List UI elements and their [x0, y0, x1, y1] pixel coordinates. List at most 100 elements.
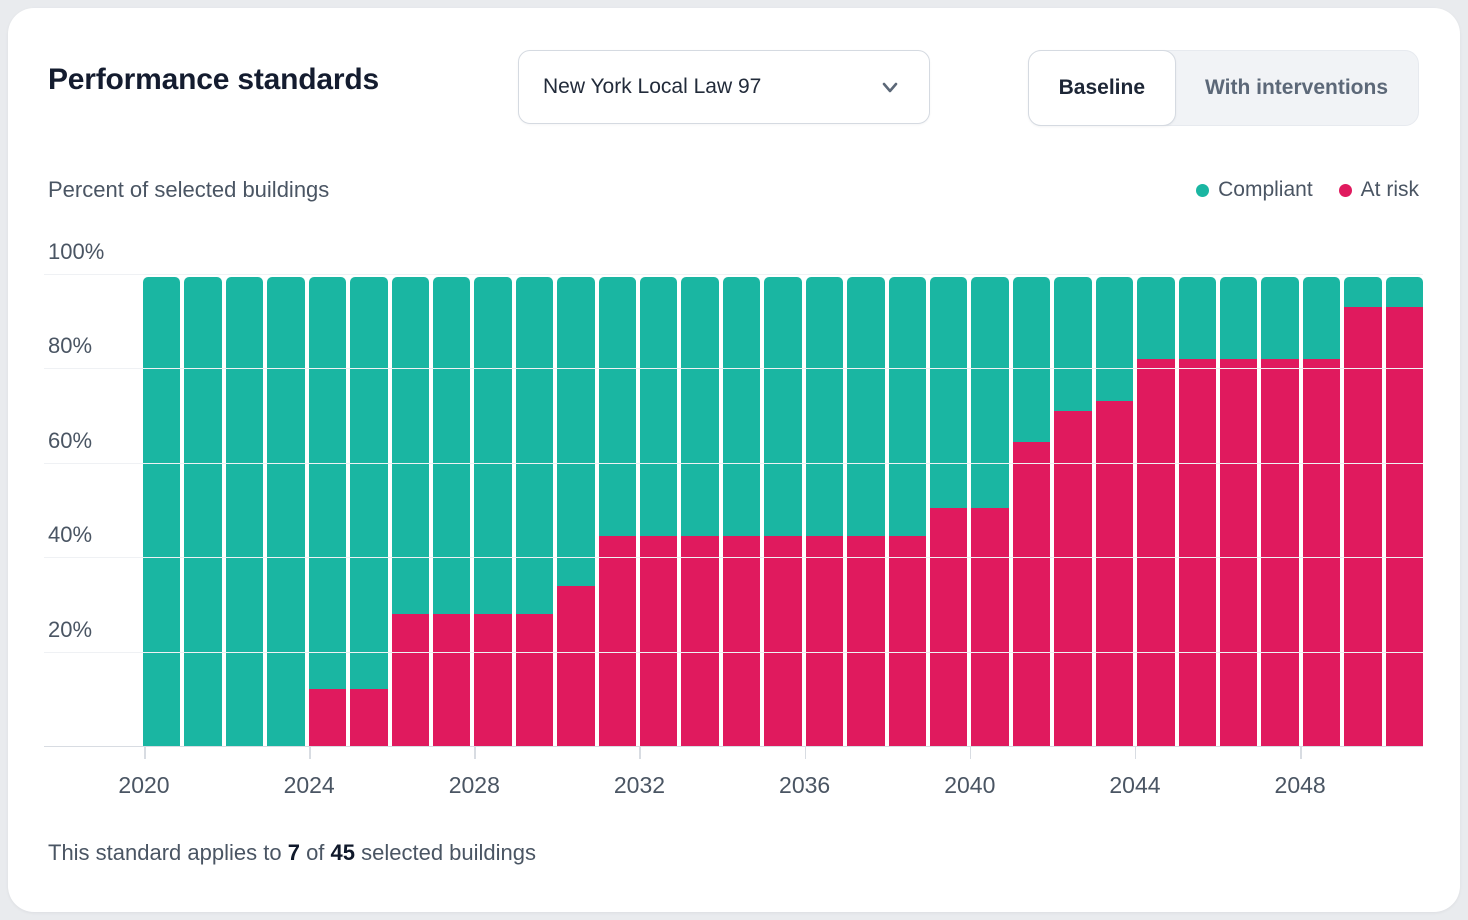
- bar-2042[interactable]: [1054, 276, 1092, 746]
- bar-2049-at-risk-segment: [1344, 307, 1382, 746]
- bar-2043-compliant-segment: [1095, 276, 1134, 402]
- bar-2035[interactable]: [764, 276, 802, 746]
- bar-2044[interactable]: [1137, 276, 1175, 746]
- x-axis-label-2024: 2024: [283, 772, 335, 798]
- bar-2050[interactable]: [1385, 276, 1424, 746]
- x-axis-label-2036: 2036: [779, 772, 831, 798]
- bar-2048-compliant-segment: [1302, 276, 1341, 359]
- y-axis-title: Percent of selected buildings: [48, 177, 330, 202]
- bar-2046-at-risk-segment: [1219, 358, 1258, 746]
- bar-2029-compliant-segment: [515, 276, 554, 614]
- bar-2047[interactable]: [1261, 276, 1299, 746]
- bar-2031[interactable]: [598, 276, 637, 746]
- bar-2040[interactable]: [971, 276, 1009, 746]
- bar-2030-at-risk-segment: [557, 585, 595, 746]
- selected-total: 45: [330, 840, 356, 865]
- y-axis-label-40: 40%: [48, 522, 93, 548]
- bar-2036[interactable]: [805, 276, 844, 746]
- x-axis-tick-2032: [639, 746, 641, 759]
- bar-2045-compliant-segment: [1178, 276, 1216, 359]
- legend-item-compliant: Compliant: [1196, 177, 1313, 203]
- x-axis-label-2044: 2044: [1109, 772, 1161, 798]
- bar-2028-at-risk-segment: [474, 613, 512, 746]
- gridline-80: [44, 368, 1423, 370]
- bar-2027[interactable]: [432, 276, 471, 746]
- bar-2037[interactable]: [847, 276, 885, 746]
- bar-2033[interactable]: [681, 276, 719, 746]
- bar-2020-compliant-segment: [143, 276, 181, 746]
- bar-2048[interactable]: [1302, 276, 1341, 746]
- bar-2029[interactable]: [515, 276, 554, 746]
- bar-2027-compliant-segment: [432, 276, 471, 614]
- bar-2023[interactable]: [267, 276, 305, 746]
- standard-select[interactable]: New York Local Law 97: [518, 50, 930, 124]
- bar-2021[interactable]: [184, 276, 222, 746]
- bar-2039-compliant-segment: [930, 276, 968, 508]
- bar-2029-at-risk-segment: [515, 613, 554, 746]
- chevron-down-icon: [877, 74, 903, 100]
- x-axis-tick-2024: [309, 746, 311, 759]
- bar-2046[interactable]: [1219, 276, 1258, 746]
- bar-2041-at-risk-segment: [1012, 441, 1051, 746]
- y-axis-label-20: 20%: [48, 616, 93, 642]
- x-axis-label-2020: 2020: [118, 772, 170, 798]
- bar-2041[interactable]: [1012, 276, 1051, 746]
- baseline-button[interactable]: Baseline: [1027, 50, 1177, 126]
- bar-2047-compliant-segment: [1261, 276, 1299, 359]
- bar-2024-at-risk-segment: [308, 689, 347, 746]
- page-title: Performance standards: [48, 63, 379, 96]
- with-interventions-button[interactable]: With interventions: [1205, 76, 1388, 99]
- gridline-100: [44, 274, 1423, 275]
- bar-2041-compliant-segment: [1012, 276, 1051, 442]
- bar-2021-compliant-segment: [184, 276, 222, 746]
- bar-2030[interactable]: [557, 276, 595, 746]
- bar-2028[interactable]: [474, 276, 512, 746]
- standard-select-value: New York Local Law 97: [543, 75, 762, 98]
- bar-2022-compliant-segment: [225, 276, 264, 746]
- x-axis-tick-2020: [144, 746, 146, 759]
- bar-2050-compliant-segment: [1385, 276, 1424, 308]
- bar-2033-at-risk-segment: [681, 535, 719, 746]
- bar-2048-at-risk-segment: [1302, 358, 1341, 746]
- bar-2040-compliant-segment: [971, 276, 1009, 508]
- bar-2042-at-risk-segment: [1054, 410, 1092, 746]
- bar-2044-at-risk-segment: [1137, 358, 1175, 746]
- bar-2022[interactable]: [225, 276, 264, 746]
- bars-container: [143, 274, 1424, 746]
- x-axis-line: [44, 745, 1423, 747]
- bar-2049-compliant-segment: [1344, 276, 1382, 308]
- bar-2025-compliant-segment: [350, 276, 388, 690]
- bar-2025[interactable]: [350, 276, 388, 746]
- bar-2038[interactable]: [888, 276, 927, 746]
- at-risk-legend-label: At risk: [1360, 178, 1419, 201]
- bar-2032[interactable]: [640, 276, 678, 746]
- bar-2043[interactable]: [1095, 276, 1134, 746]
- bar-2042-compliant-segment: [1054, 276, 1092, 411]
- bar-2026-at-risk-segment: [391, 613, 429, 746]
- bar-2045[interactable]: [1178, 276, 1216, 746]
- bar-2037-compliant-segment: [847, 276, 885, 536]
- bar-2026[interactable]: [391, 276, 429, 746]
- bar-2043-at-risk-segment: [1095, 401, 1134, 746]
- compliant-legend-dot: [1196, 183, 1210, 197]
- compliant-legend-label: Compliant: [1218, 178, 1313, 201]
- bar-2024[interactable]: [308, 276, 347, 746]
- y-axis-label-100: 100%: [48, 239, 105, 264]
- gridline-40: [44, 557, 1423, 559]
- bar-2020[interactable]: [143, 276, 181, 746]
- note-text: This standard applies to: [48, 840, 288, 865]
- bar-2039[interactable]: [930, 276, 968, 746]
- bar-2031-compliant-segment: [598, 276, 637, 536]
- bar-2034[interactable]: [722, 276, 761, 746]
- bar-2039-at-risk-segment: [930, 507, 968, 746]
- bar-2049[interactable]: [1344, 276, 1382, 746]
- x-axis-tick-2048: [1300, 746, 1302, 759]
- x-axis-label-2032: 2032: [613, 772, 666, 798]
- bar-2024-compliant-segment: [308, 276, 347, 690]
- bar-2038-at-risk-segment: [888, 535, 927, 746]
- bar-2028-compliant-segment: [474, 276, 512, 614]
- y-axis-label-80: 80%: [48, 333, 93, 359]
- performance-standards-card: Performance standards New York Local Law…: [8, 8, 1460, 912]
- bar-2036-compliant-segment: [805, 276, 844, 536]
- note-text: of: [299, 840, 331, 865]
